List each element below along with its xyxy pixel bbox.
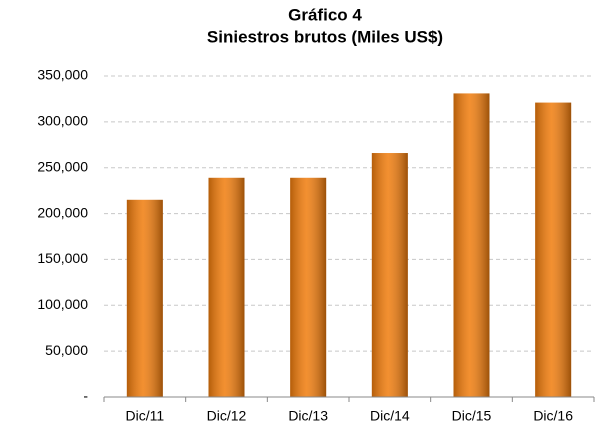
y-tick-label: 300,000 xyxy=(37,113,88,129)
y-tick-label: 350,000 xyxy=(37,67,88,83)
chart-subtitle: Siniestros brutos (Miles US$) xyxy=(207,27,443,46)
bar xyxy=(453,93,490,397)
x-tick-label: Dic/11 xyxy=(126,408,165,424)
y-tick-label: 50,000 xyxy=(45,342,88,358)
x-tick-label: Dic/15 xyxy=(452,408,492,424)
bar xyxy=(126,199,163,397)
y-tick-label: 150,000 xyxy=(37,250,88,266)
x-tick-label: Dic/14 xyxy=(370,408,410,424)
bar xyxy=(535,102,572,398)
y-tick-label: 200,000 xyxy=(37,204,88,220)
y-tick-label: 100,000 xyxy=(37,296,88,312)
x-tick-label: Dic/16 xyxy=(533,408,573,424)
x-tick-label: Dic/13 xyxy=(288,408,328,424)
x-tick-label: Dic/12 xyxy=(207,408,247,424)
bar xyxy=(290,177,327,397)
y-tick-label: - xyxy=(83,388,88,404)
y-tick-label: 250,000 xyxy=(37,158,88,174)
bar xyxy=(371,153,408,397)
bar xyxy=(208,177,245,397)
chart-title: Gráfico 4 xyxy=(288,5,362,24)
